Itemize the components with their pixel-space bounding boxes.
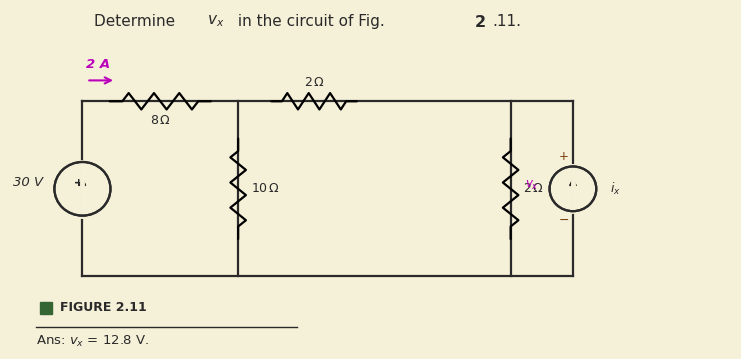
- Text: +: +: [74, 178, 83, 188]
- Bar: [39, 302, 52, 314]
- Text: −: −: [558, 214, 569, 227]
- Text: Determine: Determine: [94, 14, 180, 29]
- Text: $8\,\Omega$: $8\,\Omega$: [150, 114, 171, 127]
- Text: in the circuit of Fig.: in the circuit of Fig.: [233, 14, 388, 29]
- Text: 2 A: 2 A: [87, 58, 110, 71]
- Text: $v_x$: $v_x$: [207, 14, 225, 29]
- Text: +: +: [559, 150, 568, 163]
- Text: .11.: .11.: [493, 14, 522, 29]
- Text: +: +: [74, 178, 83, 188]
- Text: FIGURE 2.11: FIGURE 2.11: [60, 301, 147, 314]
- Text: Ans: $v_x$ = 12.8 V.: Ans: $v_x$ = 12.8 V.: [36, 334, 149, 349]
- Text: $2\,\Omega$: $2\,\Omega$: [523, 182, 544, 195]
- Text: $\mathbf{2}$: $\mathbf{2}$: [474, 14, 486, 29]
- Text: $i_x$: $i_x$: [611, 181, 621, 197]
- Text: $2\,\Omega$: $2\,\Omega$: [304, 76, 325, 89]
- Text: $v_x$: $v_x$: [525, 178, 539, 192]
- Text: $10\,\Omega$: $10\,\Omega$: [251, 182, 280, 195]
- Text: 30 V: 30 V: [13, 176, 44, 189]
